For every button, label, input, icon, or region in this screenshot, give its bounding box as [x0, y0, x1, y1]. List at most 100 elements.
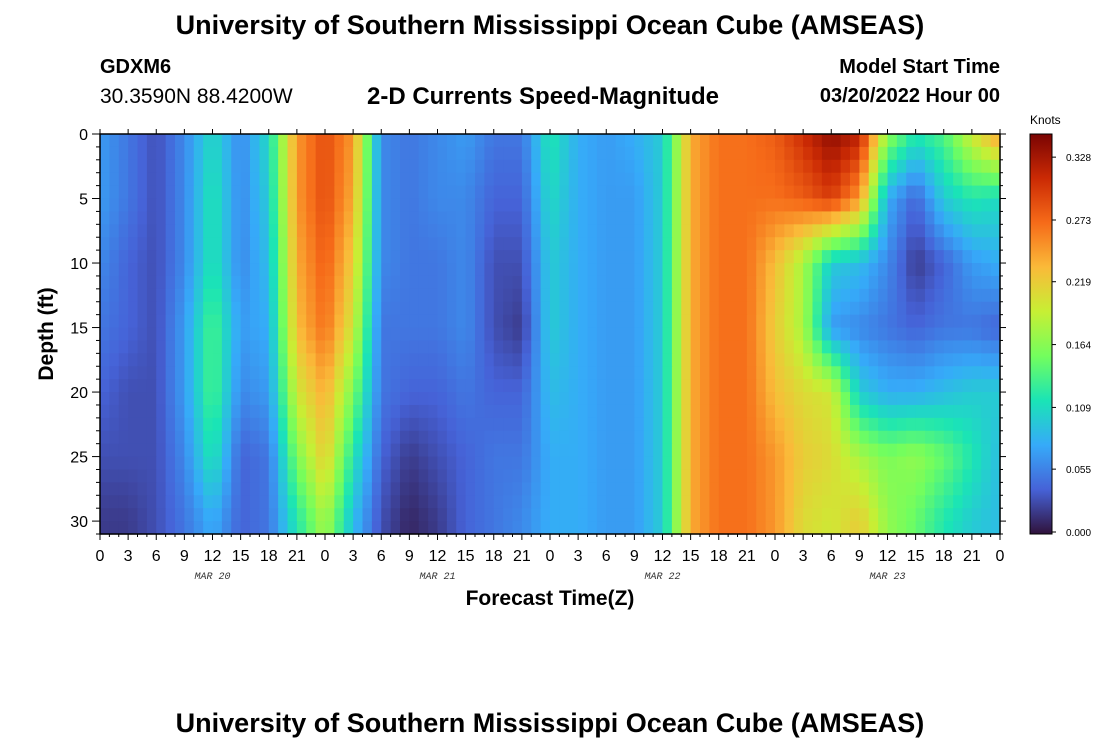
- heatmap-cell: [746, 237, 757, 251]
- heatmap-cells: [100, 134, 1001, 535]
- heatmap-cell: [456, 353, 467, 367]
- heatmap-cell: [981, 366, 992, 380]
- heatmap-cell: [371, 159, 382, 174]
- heatmap-cell: [681, 314, 692, 329]
- heatmap-cell: [109, 417, 120, 432]
- heatmap-cell: [990, 237, 1001, 251]
- heatmap-cell: [521, 469, 532, 483]
- heatmap-cell: [343, 288, 354, 303]
- heatmap-cell: [484, 237, 495, 251]
- heatmap-cell: [587, 327, 598, 342]
- heatmap-cell: [568, 482, 579, 496]
- heatmap-cell: [259, 430, 270, 445]
- heatmap-cell: [859, 521, 870, 535]
- heatmap-cell: [184, 430, 195, 445]
- heatmap-cell: [250, 159, 260, 174]
- heatmap-cell: [165, 495, 176, 509]
- heatmap-cell: [596, 392, 607, 406]
- heatmap-cell: [587, 275, 598, 290]
- heatmap-cell: [812, 263, 823, 277]
- heatmap-cell: [821, 172, 832, 187]
- heatmap-cell: [990, 185, 1001, 200]
- heatmap-cell: [334, 417, 345, 432]
- heatmap-cell: [971, 159, 982, 174]
- heatmap-cell: [343, 301, 354, 316]
- heatmap-cell: [493, 146, 504, 161]
- heatmap-cell: [596, 263, 607, 277]
- heatmap-cell: [850, 327, 860, 342]
- heatmap-cell: [690, 469, 701, 483]
- heatmap-cell: [596, 237, 607, 251]
- heatmap-cell: [409, 353, 420, 367]
- heatmap-cell: [465, 353, 476, 367]
- heatmap-cell: [334, 288, 345, 303]
- heatmap-cell: [887, 417, 898, 432]
- heatmap-cell: [887, 275, 898, 290]
- heatmap-cell: [493, 443, 504, 458]
- heatmap-cell: [934, 185, 945, 200]
- heatmap-cell: [943, 198, 954, 213]
- heatmap-cell: [259, 366, 270, 380]
- heatmap-cell: [990, 327, 1001, 342]
- heatmap-cell: [906, 237, 917, 251]
- heatmap-cell: [756, 250, 767, 264]
- heatmap-cell: [653, 159, 664, 174]
- heatmap-cell: [362, 237, 373, 251]
- heatmap-cell: [550, 224, 560, 238]
- heatmap-cell: [193, 417, 204, 432]
- heatmap-cell: [268, 314, 279, 329]
- heatmap-cell: [221, 508, 232, 522]
- heatmap-cell: [709, 482, 720, 496]
- heatmap-cell: [343, 146, 354, 161]
- heatmap-cell: [765, 301, 776, 316]
- heatmap-cell: [709, 417, 720, 432]
- heatmap-cell: [990, 146, 1001, 161]
- heatmap-cell: [653, 495, 664, 509]
- heatmap-cell: [456, 508, 467, 522]
- heatmap-cell: [175, 185, 185, 200]
- heatmap-cell: [700, 379, 710, 393]
- heatmap-cell: [643, 211, 654, 225]
- heatmap-cell: [531, 456, 542, 471]
- heatmap-cell: [390, 327, 401, 342]
- heatmap-cell: [840, 198, 851, 213]
- heatmap-cell: [615, 146, 626, 161]
- heatmap-cell: [175, 301, 185, 316]
- heatmap-cell: [765, 417, 776, 432]
- x-tick-label: 15: [907, 548, 925, 565]
- heatmap-cell: [615, 366, 626, 380]
- heatmap-cell: [756, 198, 767, 213]
- heatmap-cell: [503, 508, 514, 522]
- heatmap-cell: [128, 495, 139, 509]
- heatmap-cell: [606, 404, 617, 419]
- heatmap-cell: [718, 159, 729, 174]
- heatmap-cell: [512, 495, 523, 509]
- heatmap-cell: [690, 288, 701, 303]
- heatmap-cell: [465, 224, 476, 238]
- heatmap-cell: [381, 443, 392, 458]
- heatmap-cell: [371, 275, 382, 290]
- heatmap-cell: [700, 327, 710, 342]
- heatmap-cell: [906, 198, 917, 213]
- heatmap-cell: [400, 379, 410, 393]
- heatmap-cell: [428, 508, 439, 522]
- heatmap-cell: [587, 353, 598, 367]
- heatmap-cell: [887, 224, 898, 238]
- heatmap-cell: [896, 237, 907, 251]
- main-title: University of Southern Mississippi Ocean…: [175, 10, 925, 40]
- x-tick-label: 21: [513, 548, 531, 565]
- heatmap-cell: [306, 237, 317, 251]
- heatmap-cell: [850, 495, 860, 509]
- x-tick-label: 3: [124, 548, 133, 565]
- heatmap-cell: [521, 379, 532, 393]
- heatmap-cell: [681, 404, 692, 419]
- heatmap-cell: [118, 353, 129, 367]
- heatmap-cell: [221, 198, 232, 213]
- x-tick-label: 15: [682, 548, 700, 565]
- heatmap-cell: [868, 443, 879, 458]
- heatmap-cell: [221, 172, 232, 187]
- heatmap-cell: [943, 211, 954, 225]
- heatmap-cell: [625, 198, 635, 213]
- heatmap-cell: [953, 392, 964, 406]
- heatmap-cell: [756, 134, 767, 148]
